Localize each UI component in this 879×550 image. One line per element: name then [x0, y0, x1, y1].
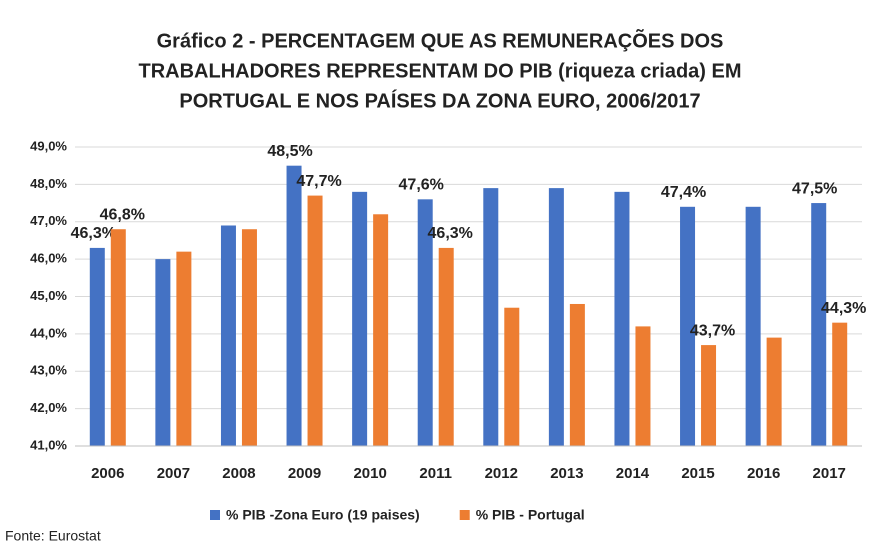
- bar: [438, 247, 454, 446]
- bar: [701, 345, 717, 446]
- x-tick-label: 2012: [485, 465, 518, 482]
- y-tick-label: 44,0%: [30, 325, 67, 340]
- legend-swatch: [459, 510, 470, 520]
- bar: [614, 191, 630, 446]
- x-tick-label: 2007: [157, 465, 190, 482]
- bar: [155, 259, 171, 446]
- legend-label: % PIB - Portugal: [476, 507, 585, 523]
- value-label: 46,8%: [100, 206, 145, 223]
- bar: [89, 247, 105, 446]
- y-tick-label: 49,0%: [30, 138, 67, 153]
- bar: [569, 303, 585, 446]
- value-label: 46,3%: [428, 225, 473, 242]
- y-tick-label: 45,0%: [30, 288, 67, 303]
- bar: [745, 206, 761, 446]
- bar: [680, 206, 696, 446]
- chart-title: Gráfico 2 - PERCENTAGEM QUE AS REMUNERAÇ…: [157, 28, 724, 52]
- y-tick-label: 46,0%: [30, 251, 67, 266]
- source: Fonte: Eurostat: [5, 528, 101, 544]
- value-label: 47,7%: [296, 173, 341, 190]
- legend-swatch: [210, 510, 220, 520]
- value-label: 46,3%: [71, 225, 116, 242]
- bar: [811, 203, 827, 446]
- y-tick-label: 48,0%: [30, 176, 67, 191]
- bar: [352, 191, 368, 446]
- value-label: 47,6%: [399, 177, 444, 194]
- y-tick-label: 41,0%: [30, 437, 67, 452]
- bar: [766, 337, 782, 446]
- legend-label: % PIB -Zona Euro (19 paises): [226, 507, 420, 523]
- x-tick-label: 2017: [813, 465, 846, 482]
- chart-title: TRABALHADORES REPRESENTAM DO PIB (riquez…: [138, 60, 741, 82]
- x-tick-label: 2011: [419, 465, 452, 482]
- y-tick-label: 43,0%: [30, 363, 67, 378]
- bar: [110, 229, 126, 446]
- bar: [832, 322, 848, 446]
- value-label: 47,5%: [792, 180, 837, 197]
- y-tick-label: 47,0%: [30, 213, 67, 228]
- x-tick-label: 2008: [222, 465, 255, 482]
- bar: [635, 326, 651, 446]
- bar: [176, 251, 192, 446]
- x-tick-label: 2013: [550, 465, 583, 482]
- bar: [504, 307, 520, 446]
- y-tick-label: 42,0%: [30, 400, 67, 415]
- x-tick-label: 2014: [616, 465, 650, 482]
- chart-title: PORTUGAL E NOS PAÍSES DA ZONA EURO, 2006…: [179, 89, 700, 112]
- bar: [373, 214, 389, 446]
- bar: [241, 229, 257, 446]
- bar: [220, 225, 236, 446]
- x-tick-label: 2015: [681, 465, 714, 482]
- bar: [417, 199, 433, 446]
- bar: [286, 165, 302, 446]
- x-tick-label: 2006: [91, 465, 124, 482]
- value-label: 43,7%: [690, 322, 735, 339]
- x-tick-label: 2010: [353, 465, 386, 482]
- bar: [548, 188, 564, 447]
- bar: [307, 195, 323, 446]
- value-label: 48,5%: [267, 143, 312, 160]
- value-label: 47,4%: [661, 184, 706, 201]
- value-label: 44,3%: [821, 300, 866, 317]
- x-tick-label: 2016: [747, 465, 780, 482]
- bar: [483, 188, 499, 447]
- x-tick-label: 2009: [288, 465, 321, 482]
